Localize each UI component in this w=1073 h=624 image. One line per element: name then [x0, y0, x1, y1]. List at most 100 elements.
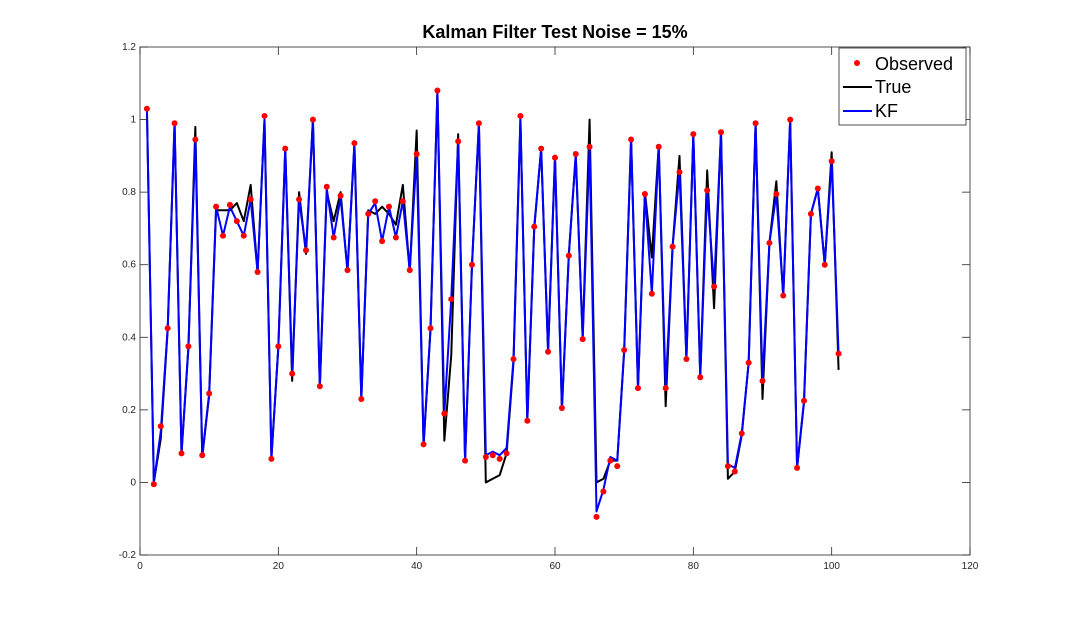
observed-point — [365, 210, 372, 217]
series-line-kf — [145, 91, 840, 513]
x-tick-label: 120 — [962, 561, 979, 572]
observed-point — [351, 140, 358, 147]
observed-point — [724, 463, 731, 470]
observed-point — [475, 120, 482, 127]
observed-point — [323, 183, 330, 190]
observed-point — [268, 455, 275, 462]
observed-point — [807, 210, 814, 217]
observed-point — [752, 120, 759, 127]
observed-point — [531, 223, 538, 230]
y-tick-label: 0.4 — [122, 332, 136, 343]
observed-point — [697, 374, 704, 381]
observed-point — [143, 105, 150, 112]
observed-point — [316, 383, 323, 390]
observed-point — [157, 423, 164, 430]
observed-point — [399, 198, 406, 205]
observed-point — [655, 143, 662, 150]
observed-point — [289, 370, 296, 377]
observed-point — [565, 252, 572, 259]
observed-point — [773, 190, 780, 197]
observed-point — [738, 430, 745, 437]
legend: Observed True KF — [838, 47, 967, 126]
observed-point — [600, 488, 607, 495]
observed-point — [676, 169, 683, 176]
observed-point — [150, 481, 157, 488]
y-tick-label: -0.2 — [119, 550, 137, 561]
observed-point — [420, 441, 427, 448]
observed-point — [641, 190, 648, 197]
observed-point — [704, 187, 711, 194]
y-tick-label: 0.6 — [122, 260, 136, 271]
observed-point — [303, 247, 309, 254]
observed-point — [330, 234, 337, 241]
observed-point — [282, 145, 289, 152]
x-tick-label: 60 — [549, 561, 561, 572]
observed-point — [220, 232, 226, 239]
observed-point — [226, 201, 233, 208]
observed-point — [469, 261, 475, 268]
observed-point — [745, 359, 752, 366]
observed-point — [372, 198, 379, 205]
observed-point — [579, 336, 586, 343]
observed-point — [392, 234, 399, 241]
observed-point — [171, 120, 178, 127]
observed-point — [586, 143, 593, 150]
observed-point — [593, 513, 600, 520]
observed-point — [455, 138, 462, 145]
observed-point — [309, 116, 316, 123]
x-tick-label: 100 — [823, 561, 840, 572]
observed-point — [759, 377, 766, 384]
observed-point — [801, 397, 807, 404]
observed-point — [337, 192, 344, 199]
observed-point — [489, 452, 496, 459]
x-tick-label: 40 — [411, 561, 423, 572]
observed-point — [441, 410, 448, 417]
observed-point — [635, 385, 641, 392]
observed-point — [240, 232, 247, 239]
observed-point — [821, 261, 828, 268]
observed-point — [828, 158, 835, 165]
observed-point — [178, 450, 185, 457]
plot-area — [140, 47, 970, 555]
legend-marker-observed — [854, 60, 860, 66]
x-tick-label: 80 — [688, 561, 700, 572]
observed-point — [572, 151, 579, 158]
observed-point — [524, 417, 531, 424]
observed-point — [545, 348, 552, 355]
observed-point — [254, 268, 261, 275]
observed-point — [344, 267, 351, 274]
observed-point — [614, 463, 621, 470]
observed-point — [538, 145, 545, 152]
observed-point — [275, 343, 282, 350]
observed-point — [192, 136, 199, 143]
observed-point — [510, 356, 517, 363]
observed-point — [766, 239, 773, 246]
observed-point — [683, 356, 690, 363]
observed-point — [199, 452, 206, 459]
observed-point — [648, 290, 655, 297]
observed-point — [482, 454, 489, 461]
observed-point — [386, 203, 392, 210]
observed-point — [814, 185, 821, 192]
series-layer — [143, 87, 842, 520]
observed-point — [434, 87, 441, 94]
chart-title: Kalman Filter Test Noise = 15% — [422, 22, 687, 42]
observed-point — [621, 346, 628, 353]
observed-point — [261, 112, 268, 119]
observed-point — [517, 112, 524, 119]
observed-point — [448, 296, 455, 303]
observed-point — [794, 464, 801, 471]
observed-point — [233, 218, 240, 225]
observed-point — [552, 154, 558, 161]
observed-point — [787, 116, 794, 123]
observed-point — [213, 203, 220, 210]
y-tick-label: 0.8 — [122, 187, 136, 198]
observed-point — [628, 136, 635, 143]
observed-point — [413, 151, 420, 158]
observed-point — [607, 457, 614, 464]
y-tick-label: 0 — [130, 477, 136, 488]
y-tick-label: 1 — [130, 115, 136, 126]
ticks-layer: 0 20 40 60 80 100 120-0.200.20.40.60.811.2 — [119, 42, 979, 572]
observed-point — [669, 243, 676, 250]
